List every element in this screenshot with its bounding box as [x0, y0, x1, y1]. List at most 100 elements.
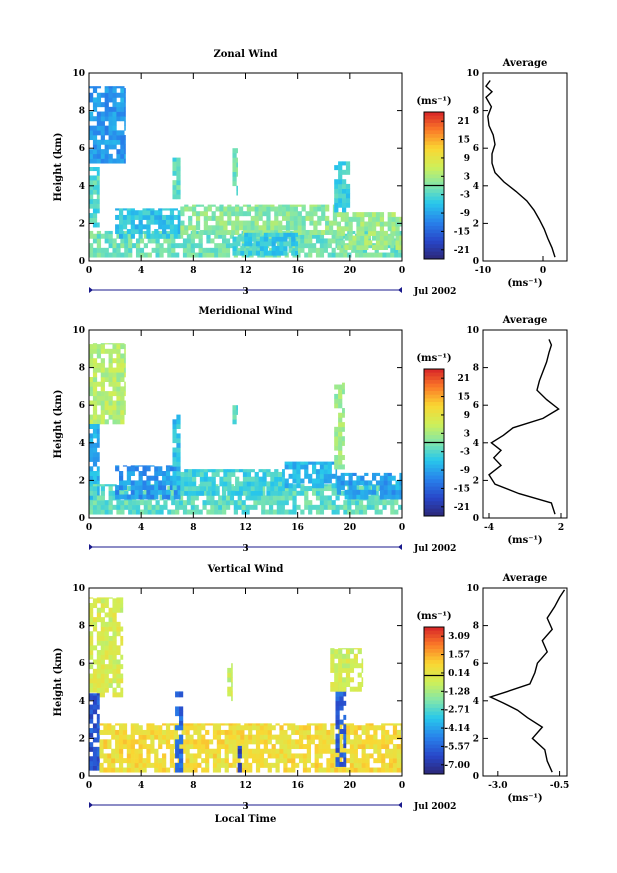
heatmap-cell: [345, 198, 351, 204]
heatmap-cell: [223, 476, 228, 482]
heatmap-cell: [244, 739, 249, 745]
heatmap-cell: [112, 659, 117, 665]
heatmap-cell: [120, 153, 125, 159]
y-tick-label: 2: [79, 219, 85, 229]
heatmap-cell: [282, 206, 287, 212]
heatmap-cell: [342, 440, 345, 446]
heatmap-cell: [279, 245, 284, 251]
heatmap-cell: [100, 626, 105, 632]
heatmap-cell: [104, 230, 109, 235]
heatmap-cell: [227, 667, 232, 673]
heatmap-cell: [396, 767, 401, 773]
heatmap-cell: [291, 250, 296, 256]
heatmap-cell: [112, 607, 117, 613]
heatmap-cell: [224, 753, 229, 759]
heatmap-cell: [254, 211, 259, 217]
heatmap-cell: [124, 92, 126, 98]
heatmap-cell: [275, 734, 280, 740]
heatmap-cell: [154, 210, 159, 216]
heatmap-cell: [385, 762, 390, 768]
heatmap-cell: [169, 466, 175, 472]
heatmap-cell: [306, 723, 312, 726]
heatmap-cell: [211, 204, 216, 207]
heatmap-cell: [180, 471, 185, 477]
heatmap-cell: [327, 252, 332, 258]
heatmap-cell: [342, 686, 347, 692]
heatmap-cell: [128, 238, 133, 244]
heatmap-cell: [321, 206, 326, 212]
heatmap-cell: [267, 250, 272, 256]
heatmap-cell: [228, 725, 233, 731]
heatmap-cell: [198, 252, 203, 258]
heatmap-cell: [268, 504, 274, 510]
heatmap-cell: [383, 235, 388, 241]
heatmap-cell: [283, 241, 288, 247]
heatmap-cell: [339, 719, 344, 725]
heatmap-cell: [143, 500, 148, 506]
heatmap-cell: [400, 725, 403, 731]
heatmap-cell: [392, 725, 398, 731]
heatmap-cell: [169, 214, 175, 220]
heatmap-cell: [236, 250, 241, 256]
heatmap-cell: [245, 490, 250, 496]
heatmap-cell: [335, 691, 340, 697]
colorbar-swatch: [424, 479, 444, 484]
heatmap-cell: [124, 149, 126, 155]
average-x-label: (ms⁻¹): [507, 278, 542, 289]
heatmap-cell: [142, 739, 147, 745]
heatmap-cell: [100, 135, 105, 141]
heatmap-cell: [348, 472, 353, 476]
heatmap-cell: [89, 230, 94, 235]
heatmap-cell: [315, 247, 321, 253]
heatmap-cell: [169, 229, 175, 235]
heatmap-cell: [339, 729, 344, 734]
heatmap-cell: [353, 686, 358, 692]
heatmap-cell: [165, 214, 171, 220]
heatmap-cell: [319, 490, 325, 496]
heatmap-cell: [126, 480, 132, 486]
heatmap-cell: [134, 767, 139, 773]
heatmap-cell: [368, 480, 373, 486]
heatmap-cell: [232, 723, 237, 726]
heatmap-cell: [120, 386, 125, 392]
heatmap-cell: [100, 153, 105, 159]
heatmap-cell: [296, 464, 301, 470]
heatmap-cell: [120, 102, 125, 108]
heatmap-cell: [263, 748, 268, 754]
heatmap-cell: [309, 215, 314, 221]
heatmap-cell: [108, 486, 113, 492]
heatmap-cell: [135, 247, 141, 253]
heatmap-cell: [189, 753, 194, 759]
heatmap-cell: [96, 475, 100, 481]
heatmap-cell: [186, 243, 192, 249]
heatmap-cell: [266, 204, 271, 207]
heatmap-cell: [108, 358, 113, 364]
heatmap-cell: [134, 466, 139, 472]
heatmap-cell: [321, 204, 326, 207]
heatmap-cell: [122, 767, 128, 773]
heatmap-cell: [353, 729, 358, 735]
heatmap-cell: [150, 233, 155, 239]
heatmap-cell: [124, 144, 126, 150]
heatmap-cell: [205, 767, 210, 773]
heatmap-cell: [103, 744, 108, 750]
heatmap-cell: [227, 691, 232, 697]
heatmap-cell: [198, 233, 203, 239]
heatmap-cell: [266, 229, 271, 235]
heatmap-cell: [115, 758, 120, 764]
heatmap-cell: [387, 226, 392, 232]
x-tick-label: 0: [399, 781, 405, 791]
heatmap-cell: [258, 215, 263, 221]
heatmap-cell: [96, 139, 102, 145]
heatmap-cell: [104, 598, 109, 604]
heatmap-cell: [112, 106, 117, 112]
heatmap-cell: [111, 725, 116, 731]
heatmap-cell: [291, 725, 296, 731]
heatmap-cell: [89, 149, 94, 155]
heatmap-cell: [96, 243, 102, 249]
heatmap-cell: [147, 238, 152, 244]
heatmap-cell: [176, 466, 181, 472]
heatmap-cell: [202, 247, 207, 253]
heatmap-cell: [345, 767, 351, 773]
